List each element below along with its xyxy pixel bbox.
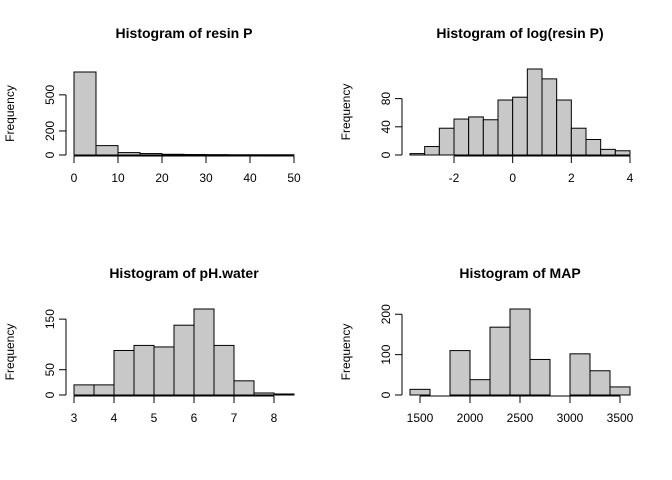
histogram-bar — [449, 350, 471, 396]
x-tick-label: 20 — [155, 171, 169, 185]
histogram-bar — [273, 393, 295, 396]
x-tick-label: 6 — [191, 411, 198, 425]
x-tick-label: 4 — [111, 411, 118, 425]
histogram-bar — [453, 118, 470, 156]
y-tick-label: 150 — [43, 309, 57, 329]
y-tick-label: 200 — [379, 304, 393, 324]
histogram-bar — [609, 386, 631, 396]
histogram-bar — [585, 138, 602, 156]
histogram-bar — [509, 308, 531, 396]
histogram-bar — [139, 153, 163, 156]
histogram-bar — [253, 392, 275, 396]
y-tick-label: 500 — [43, 85, 57, 105]
histogram-bar — [438, 127, 455, 156]
y-axis-label: Frequency — [339, 84, 353, 141]
x-tick-label: 30 — [199, 171, 213, 185]
histogram-bar — [73, 71, 97, 156]
x-tick-label: 0 — [71, 171, 78, 185]
x-tick-label: 2000 — [457, 411, 484, 425]
chart-title: Histogram of pH.water — [109, 265, 259, 281]
x-tick-label: -2 — [449, 171, 460, 185]
histogram-bar — [600, 148, 616, 156]
y-tick-label: 0 — [379, 151, 393, 158]
y-tick-label: 40 — [379, 120, 393, 134]
histogram-bar — [409, 388, 431, 396]
x-tick-label: 7 — [231, 411, 238, 425]
y-tick-label: 50 — [43, 363, 57, 377]
histogram-bar — [482, 119, 499, 156]
x-tick-label: 10 — [111, 171, 125, 185]
y-tick-label: 0 — [379, 391, 393, 398]
histogram-bar — [161, 153, 185, 156]
histogram-bar — [569, 353, 591, 396]
x-tick-label: 5 — [151, 411, 158, 425]
histogram-bar — [469, 379, 491, 396]
x-tick-label: 0 — [509, 171, 516, 185]
histogram-bar — [570, 127, 587, 156]
histogram-bar — [497, 99, 514, 156]
histogram-bar — [113, 349, 135, 396]
histogram-bar — [73, 384, 95, 396]
histogram-bar — [489, 326, 511, 396]
histogram-bar — [589, 370, 611, 396]
chart-title: Histogram of resin P — [116, 25, 253, 41]
y-tick-label: 0 — [43, 391, 57, 398]
histogram-panel-1: Histogram of resin P0 10 20 30 40 500200500Fr… — [3, 25, 301, 185]
x-tick-label: 3 — [71, 411, 78, 425]
histogram-bar — [541, 78, 558, 156]
histogram-bar — [468, 116, 484, 156]
histogram-bar — [173, 324, 195, 396]
y-axis-label: Frequency — [3, 85, 17, 142]
y-axis-label: Frequency — [339, 324, 353, 381]
histogram-bar — [233, 380, 255, 396]
histogram-panel-3: Histogram of pH.water 3 4 5 6 7 8 0 50 150 Frequen… — [3, 265, 295, 425]
histogram-bar — [93, 384, 115, 396]
histogram-bar — [409, 153, 426, 156]
histogram-bar — [95, 145, 119, 156]
histogram-bar — [526, 68, 543, 156]
histogram-bar — [529, 358, 551, 396]
x-tick-label: 4 — [627, 171, 634, 185]
y-tick-label: 100 — [379, 344, 393, 364]
x-tick-label: 8 — [271, 411, 278, 425]
y-tick-label: 200 — [43, 121, 57, 141]
histogram-panel-2: Histogram of log(resin P)-2 0 2 404080Frequ… — [339, 25, 634, 185]
chart-title: Histogram of log(resin P) — [436, 25, 603, 41]
histogram-bar — [153, 346, 175, 396]
histogram-bar — [614, 150, 631, 156]
x-tick-label: 40 — [243, 171, 257, 185]
y-axis-label: Frequency — [3, 324, 17, 381]
x-tick-label: 1500 — [407, 411, 434, 425]
x-tick-label: 3000 — [557, 411, 584, 425]
x-tick-label: 2500 — [507, 411, 534, 425]
histogram-bar — [213, 344, 235, 396]
chart-title: Histogram of MAP — [459, 265, 580, 281]
histogram-bar — [556, 99, 572, 156]
x-tick-label: 50 — [287, 171, 301, 185]
histogram-bar — [193, 308, 215, 396]
y-tick-label: 80 — [379, 92, 393, 106]
histogram-bar — [424, 146, 440, 156]
histogram-panel-4: Histogram of MAP 1500 2000 2500 3000 3500 0 100… — [339, 265, 634, 425]
histogram-bar — [512, 96, 528, 156]
histogram-bar — [117, 152, 141, 156]
histogram-bar — [133, 344, 155, 396]
y-tick-label: 0 — [43, 151, 57, 158]
x-tick-label: 3500 — [607, 411, 634, 425]
x-tick-label: 2 — [568, 171, 575, 185]
